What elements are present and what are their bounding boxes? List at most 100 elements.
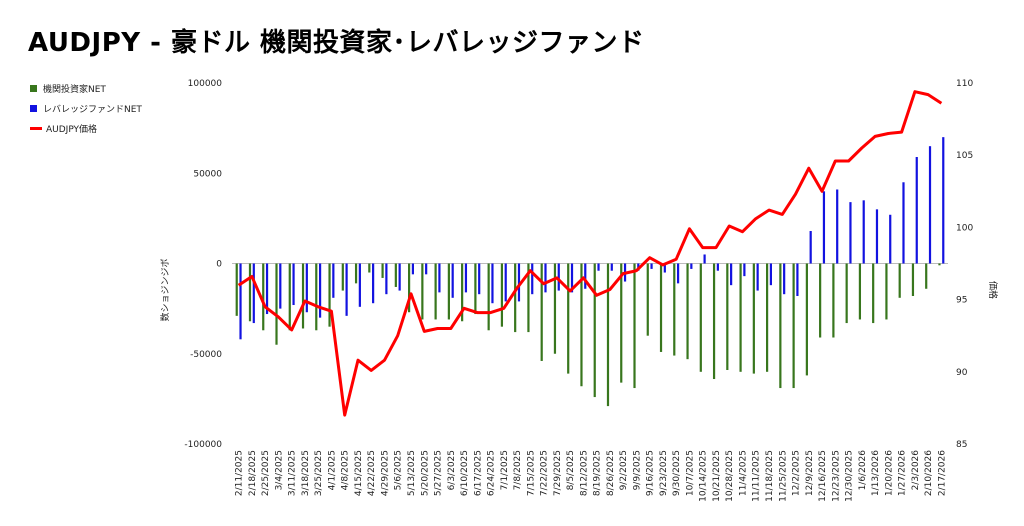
bar-leveraged[interactable]: [398, 263, 401, 291]
bar-institutional[interactable]: [938, 263, 941, 266]
bar-institutional[interactable]: [474, 263, 477, 315]
bar-leveraged[interactable]: [531, 263, 534, 295]
bar-leveraged[interactable]: [385, 263, 388, 295]
bar-leveraged[interactable]: [822, 191, 826, 264]
bar-institutional[interactable]: [752, 263, 755, 374]
bar-institutional[interactable]: [858, 263, 862, 320]
bar-institutional[interactable]: [712, 263, 716, 380]
bar-institutional[interactable]: [487, 263, 490, 331]
bar-leveraged[interactable]: [849, 202, 852, 264]
bar-institutional[interactable]: [911, 263, 915, 296]
bar-leveraged[interactable]: [769, 263, 772, 286]
bar-institutional[interactable]: [925, 263, 928, 289]
bar-leveraged[interactable]: [902, 182, 905, 264]
bar-leveraged[interactable]: [557, 263, 560, 291]
bar-leveraged[interactable]: [358, 263, 361, 307]
bar-institutional[interactable]: [805, 263, 808, 376]
bar-leveraged[interactable]: [756, 263, 759, 291]
bar-leveraged[interactable]: [610, 263, 613, 271]
bar-leveraged[interactable]: [570, 263, 574, 293]
bar-leveraged[interactable]: [928, 146, 932, 264]
bar-leveraged[interactable]: [650, 263, 653, 269]
bar-institutional[interactable]: [354, 263, 358, 284]
bar-leveraged[interactable]: [279, 263, 282, 309]
bar-leveraged[interactable]: [783, 263, 786, 295]
bar-institutional[interactable]: [461, 263, 464, 322]
bar-leveraged[interactable]: [544, 263, 547, 293]
bar-institutional[interactable]: [394, 263, 397, 287]
bar-leveraged[interactable]: [517, 263, 521, 302]
bar-leveraged[interactable]: [942, 137, 945, 264]
bar-leveraged[interactable]: [345, 263, 348, 316]
bar-institutional[interactable]: [301, 263, 305, 329]
bar-institutional[interactable]: [885, 263, 888, 320]
bar-leveraged[interactable]: [504, 263, 507, 302]
bar-institutional[interactable]: [381, 263, 384, 278]
bar-institutional[interactable]: [328, 263, 331, 327]
legend-item-leveraged[interactable]: レバレッジファンドNET: [30, 98, 142, 118]
bar-institutional[interactable]: [686, 263, 689, 360]
bar-institutional[interactable]: [567, 263, 570, 374]
bar-leveraged[interactable]: [318, 263, 322, 318]
bar-leveraged[interactable]: [862, 200, 865, 264]
legend-item-price[interactable]: AUDJPY価格: [30, 118, 142, 138]
bar-institutional[interactable]: [341, 263, 344, 291]
bar-institutional[interactable]: [553, 263, 557, 354]
bar-institutional[interactable]: [898, 263, 901, 298]
bar-institutional[interactable]: [872, 263, 875, 324]
bar-leveraged[interactable]: [889, 214, 892, 264]
bar-institutional[interactable]: [288, 263, 291, 331]
bar-leveraged[interactable]: [730, 263, 733, 286]
bar-institutional[interactable]: [434, 263, 437, 320]
bar-institutional[interactable]: [673, 263, 676, 356]
bar-leveraged[interactable]: [716, 263, 719, 271]
bar-institutional[interactable]: [368, 263, 371, 273]
bar-leveraged[interactable]: [438, 263, 441, 293]
bar-leveraged[interactable]: [372, 263, 375, 304]
bar-institutional[interactable]: [315, 263, 318, 331]
bar-institutional[interactable]: [500, 263, 504, 327]
bar-leveraged[interactable]: [239, 263, 242, 340]
bar-institutional[interactable]: [766, 263, 769, 372]
bar-leveraged[interactable]: [464, 263, 468, 293]
bar-institutional[interactable]: [779, 263, 782, 389]
bar-institutional[interactable]: [408, 263, 411, 313]
bar-leveraged[interactable]: [809, 231, 812, 264]
bar-institutional[interactable]: [275, 263, 278, 345]
bar-institutional[interactable]: [659, 263, 663, 352]
bar-institutional[interactable]: [235, 263, 238, 316]
bar-leveraged[interactable]: [451, 263, 454, 298]
bar-leveraged[interactable]: [305, 263, 308, 313]
bar-leveraged[interactable]: [676, 263, 680, 284]
bar-institutional[interactable]: [593, 263, 596, 398]
bar-institutional[interactable]: [792, 263, 795, 389]
bar-institutional[interactable]: [527, 263, 530, 333]
bar-institutional[interactable]: [620, 263, 623, 383]
bar-institutional[interactable]: [580, 263, 583, 387]
bar-leveraged[interactable]: [584, 263, 587, 289]
bar-leveraged[interactable]: [836, 189, 839, 264]
bar-institutional[interactable]: [739, 263, 742, 372]
legend-item-institutional[interactable]: 機関投資家NET: [30, 78, 142, 98]
bar-institutional[interactable]: [262, 263, 265, 331]
bar-institutional[interactable]: [606, 263, 610, 407]
bar-leveraged[interactable]: [915, 157, 918, 264]
bar-leveraged[interactable]: [265, 263, 269, 315]
bar-institutional[interactable]: [633, 263, 636, 389]
bar-leveraged[interactable]: [597, 263, 600, 271]
bar-institutional[interactable]: [845, 263, 848, 324]
bar-leveraged[interactable]: [252, 263, 255, 324]
bar-leveraged[interactable]: [411, 263, 414, 275]
bar-leveraged[interactable]: [332, 263, 335, 298]
bar-leveraged[interactable]: [292, 263, 295, 306]
bar-institutional[interactable]: [726, 263, 729, 370]
bar-leveraged[interactable]: [743, 263, 746, 277]
bar-leveraged[interactable]: [690, 263, 693, 269]
bar-institutional[interactable]: [699, 263, 702, 372]
bar-institutional[interactable]: [447, 263, 450, 320]
bar-leveraged[interactable]: [796, 263, 799, 296]
bar-leveraged[interactable]: [663, 263, 666, 273]
bar-leveraged[interactable]: [875, 209, 879, 264]
bar-institutional[interactable]: [646, 263, 649, 336]
bar-institutional[interactable]: [832, 263, 835, 338]
